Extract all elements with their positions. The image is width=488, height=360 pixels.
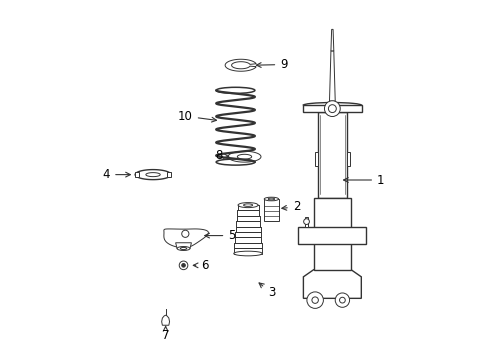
Polygon shape bbox=[224, 59, 256, 71]
Text: 9: 9 bbox=[256, 58, 287, 71]
Circle shape bbox=[179, 261, 187, 270]
Polygon shape bbox=[235, 232, 261, 237]
Polygon shape bbox=[135, 172, 139, 177]
Polygon shape bbox=[305, 217, 307, 226]
Polygon shape bbox=[346, 152, 349, 166]
Polygon shape bbox=[234, 237, 261, 243]
Text: 2: 2 bbox=[281, 201, 300, 213]
Polygon shape bbox=[264, 199, 278, 221]
Polygon shape bbox=[237, 154, 251, 159]
Circle shape bbox=[306, 292, 323, 309]
Circle shape bbox=[182, 230, 188, 237]
Polygon shape bbox=[235, 226, 260, 232]
Polygon shape bbox=[237, 205, 258, 211]
Polygon shape bbox=[163, 229, 208, 248]
Polygon shape bbox=[135, 170, 171, 180]
Polygon shape bbox=[317, 112, 346, 198]
Text: 6: 6 bbox=[193, 259, 208, 272]
Polygon shape bbox=[145, 172, 160, 177]
Polygon shape bbox=[237, 211, 259, 216]
Polygon shape bbox=[175, 243, 191, 248]
Circle shape bbox=[324, 101, 340, 117]
Ellipse shape bbox=[238, 203, 258, 208]
Text: 8: 8 bbox=[215, 149, 228, 162]
Polygon shape bbox=[166, 172, 171, 177]
Polygon shape bbox=[298, 227, 366, 244]
Ellipse shape bbox=[177, 247, 190, 251]
Polygon shape bbox=[227, 151, 261, 162]
Ellipse shape bbox=[233, 251, 262, 256]
Circle shape bbox=[335, 293, 349, 307]
Text: 4: 4 bbox=[102, 168, 130, 181]
Polygon shape bbox=[329, 51, 335, 101]
Polygon shape bbox=[303, 270, 361, 298]
Circle shape bbox=[303, 219, 309, 225]
Polygon shape bbox=[330, 30, 333, 51]
Polygon shape bbox=[236, 221, 260, 226]
Polygon shape bbox=[303, 105, 361, 112]
Polygon shape bbox=[313, 198, 350, 270]
Text: 1: 1 bbox=[343, 174, 384, 186]
Text: 10: 10 bbox=[178, 110, 216, 123]
Ellipse shape bbox=[180, 247, 186, 249]
Polygon shape bbox=[234, 243, 262, 248]
Text: 5: 5 bbox=[204, 229, 235, 242]
Circle shape bbox=[182, 264, 185, 267]
Polygon shape bbox=[236, 216, 259, 221]
Text: 3: 3 bbox=[259, 283, 275, 300]
Polygon shape bbox=[233, 248, 262, 253]
Polygon shape bbox=[162, 315, 169, 325]
Polygon shape bbox=[314, 152, 317, 166]
Ellipse shape bbox=[264, 197, 278, 201]
Text: 7: 7 bbox=[162, 326, 169, 342]
